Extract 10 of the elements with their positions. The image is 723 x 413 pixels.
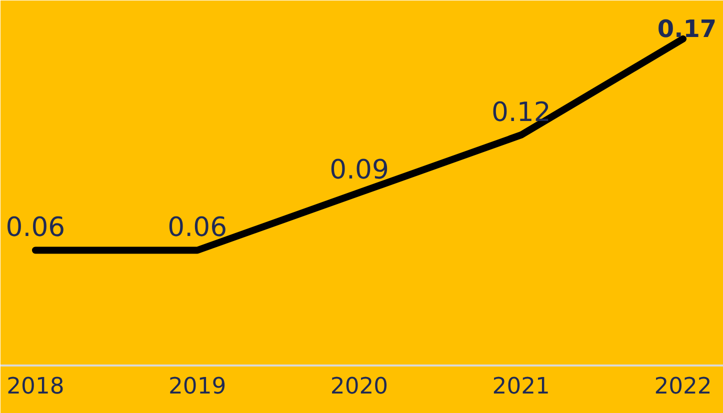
x-tick-label: 2021: [492, 374, 550, 400]
x-tick-label: 2019: [168, 374, 226, 400]
x-tick-label: 2018: [6, 374, 64, 400]
data-label: 0.12: [491, 96, 551, 128]
data-label: 0.09: [330, 154, 389, 186]
x-tick-label: 2022: [654, 374, 712, 400]
data-label: 0.06: [6, 212, 66, 244]
x-tick-label: 2020: [330, 374, 388, 400]
data-label: 0.17: [657, 14, 717, 43]
data-label: 0.06: [168, 212, 228, 244]
